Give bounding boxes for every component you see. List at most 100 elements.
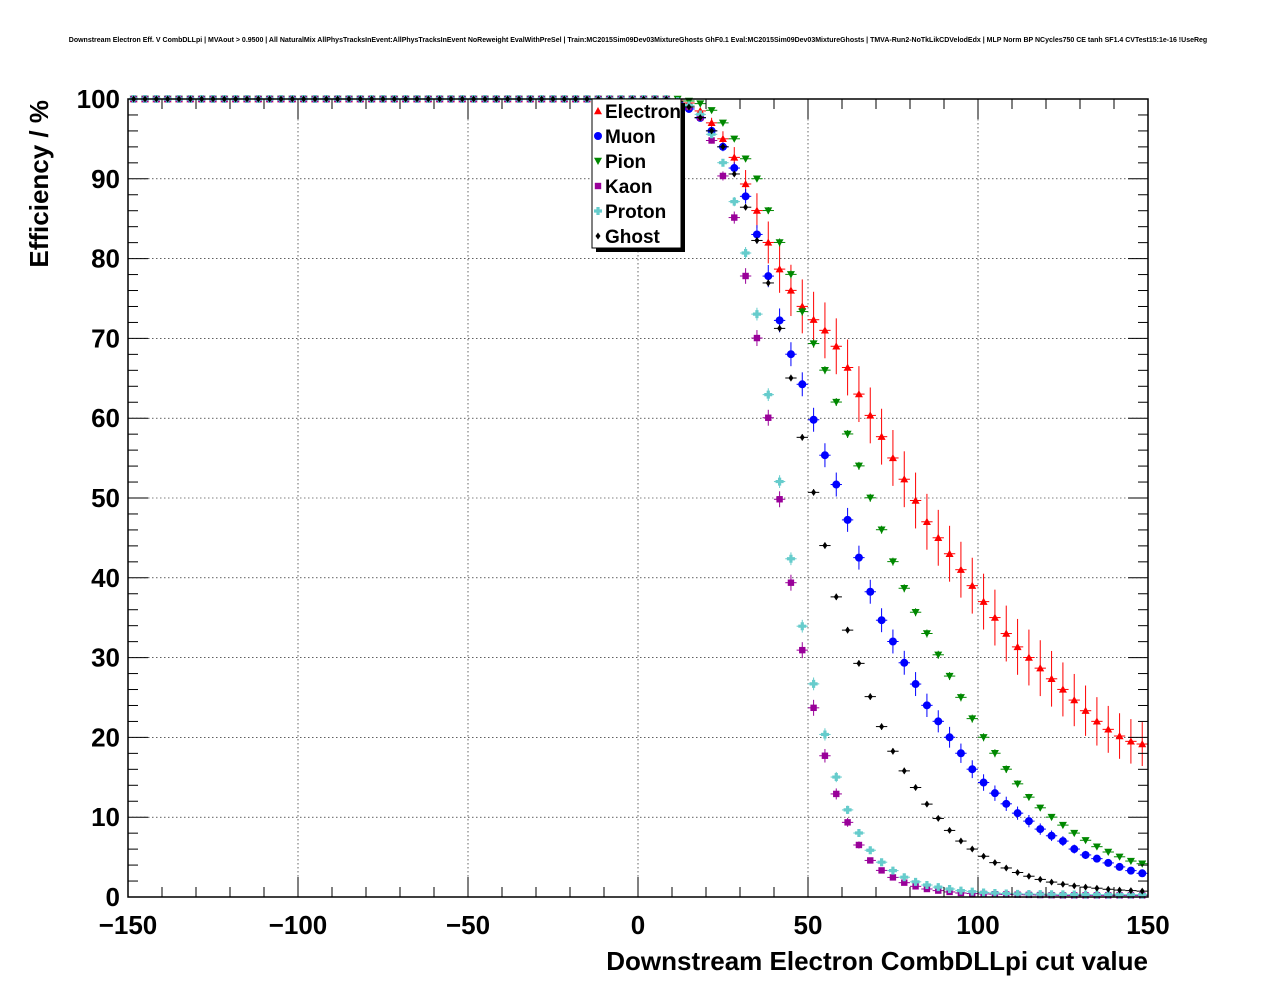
data-point xyxy=(820,366,829,375)
x-tick-label: −100 xyxy=(269,910,328,940)
data-point xyxy=(798,302,807,310)
data-point xyxy=(730,135,739,143)
data-point xyxy=(866,411,875,419)
data-point xyxy=(1049,878,1055,886)
data-point xyxy=(707,107,716,115)
data-point xyxy=(956,886,965,895)
legend-marker xyxy=(594,157,602,165)
data-point xyxy=(1036,664,1045,672)
data-point xyxy=(945,549,954,557)
data-point xyxy=(900,585,909,593)
data-point xyxy=(775,239,784,247)
data-point xyxy=(1104,858,1113,867)
data-point xyxy=(990,613,999,621)
data-point xyxy=(1117,886,1123,894)
x-tick-label: 0 xyxy=(631,910,645,940)
data-point xyxy=(1060,880,1066,888)
data-point xyxy=(1002,799,1011,808)
data-point xyxy=(1083,883,1089,891)
data-point xyxy=(1092,717,1101,725)
data-point xyxy=(1024,653,1033,661)
data-point xyxy=(799,646,806,654)
data-point xyxy=(911,877,920,886)
data-point xyxy=(809,340,818,348)
data-point xyxy=(775,477,784,486)
y-tick-label: 0 xyxy=(106,882,120,912)
data-point xyxy=(922,630,931,638)
data-point xyxy=(1126,857,1135,866)
data-point xyxy=(1070,829,1079,838)
data-point xyxy=(879,723,885,731)
data-point xyxy=(969,845,975,853)
data-point xyxy=(697,114,703,122)
data-point xyxy=(843,805,852,814)
data-point xyxy=(968,765,977,774)
data-point xyxy=(867,693,873,701)
data-point xyxy=(877,432,886,440)
data-point xyxy=(833,593,839,601)
y-tick-label: 70 xyxy=(91,323,120,353)
data-point xyxy=(798,622,807,631)
data-point xyxy=(1058,837,1067,846)
data-point xyxy=(1115,862,1124,871)
data-point xyxy=(1105,885,1111,893)
data-point xyxy=(1024,817,1033,826)
data-point xyxy=(935,814,941,822)
data-point xyxy=(1047,674,1056,682)
data-point xyxy=(731,170,737,178)
data-point xyxy=(900,873,909,882)
legend-entry-ghost: Ghost xyxy=(605,227,661,248)
data-point xyxy=(798,308,807,316)
data-point xyxy=(1013,780,1022,788)
data-point xyxy=(901,879,908,886)
y-tick-label: 60 xyxy=(91,403,120,433)
data-point xyxy=(821,752,829,759)
data-point xyxy=(1115,853,1124,861)
data-point xyxy=(1128,887,1134,895)
data-point xyxy=(934,651,943,659)
data-point xyxy=(1003,864,1009,872)
data-point xyxy=(820,730,829,739)
x-tick-label: 50 xyxy=(794,910,823,940)
data-point xyxy=(843,430,852,438)
data-point xyxy=(742,272,749,280)
data-point xyxy=(820,326,829,334)
data-point xyxy=(1024,793,1033,802)
data-point xyxy=(1138,860,1147,868)
data-point xyxy=(844,819,851,826)
data-point xyxy=(1013,809,1022,818)
legend: Electron Muon Pion Kaon Proton Ghost xyxy=(591,98,685,252)
data-point xyxy=(888,637,897,646)
data-point xyxy=(686,103,692,111)
data-point xyxy=(764,272,773,281)
data-point xyxy=(707,118,716,127)
data-point xyxy=(843,363,852,371)
data-point xyxy=(798,380,807,389)
data-point xyxy=(741,179,750,188)
data-point xyxy=(1070,890,1079,899)
data-point xyxy=(911,609,920,617)
data-point xyxy=(822,542,828,550)
data-point xyxy=(1015,868,1021,876)
data-point xyxy=(1081,890,1090,899)
data-point xyxy=(945,733,954,742)
data-point xyxy=(1002,629,1011,637)
data-point xyxy=(752,230,761,239)
data-point xyxy=(1115,890,1124,899)
data-point xyxy=(956,749,965,758)
data-point xyxy=(1024,890,1033,899)
data-point xyxy=(866,846,875,855)
data-point xyxy=(708,137,715,144)
data-point xyxy=(1081,837,1090,845)
data-point xyxy=(833,790,840,798)
data-point xyxy=(741,155,750,163)
data-point xyxy=(832,342,841,350)
data-point xyxy=(900,658,909,667)
data-point xyxy=(945,672,954,681)
data-point xyxy=(1126,866,1135,875)
data-point xyxy=(888,453,897,462)
data-point xyxy=(1036,890,1045,899)
data-point xyxy=(1081,850,1090,859)
data-point xyxy=(775,265,784,273)
